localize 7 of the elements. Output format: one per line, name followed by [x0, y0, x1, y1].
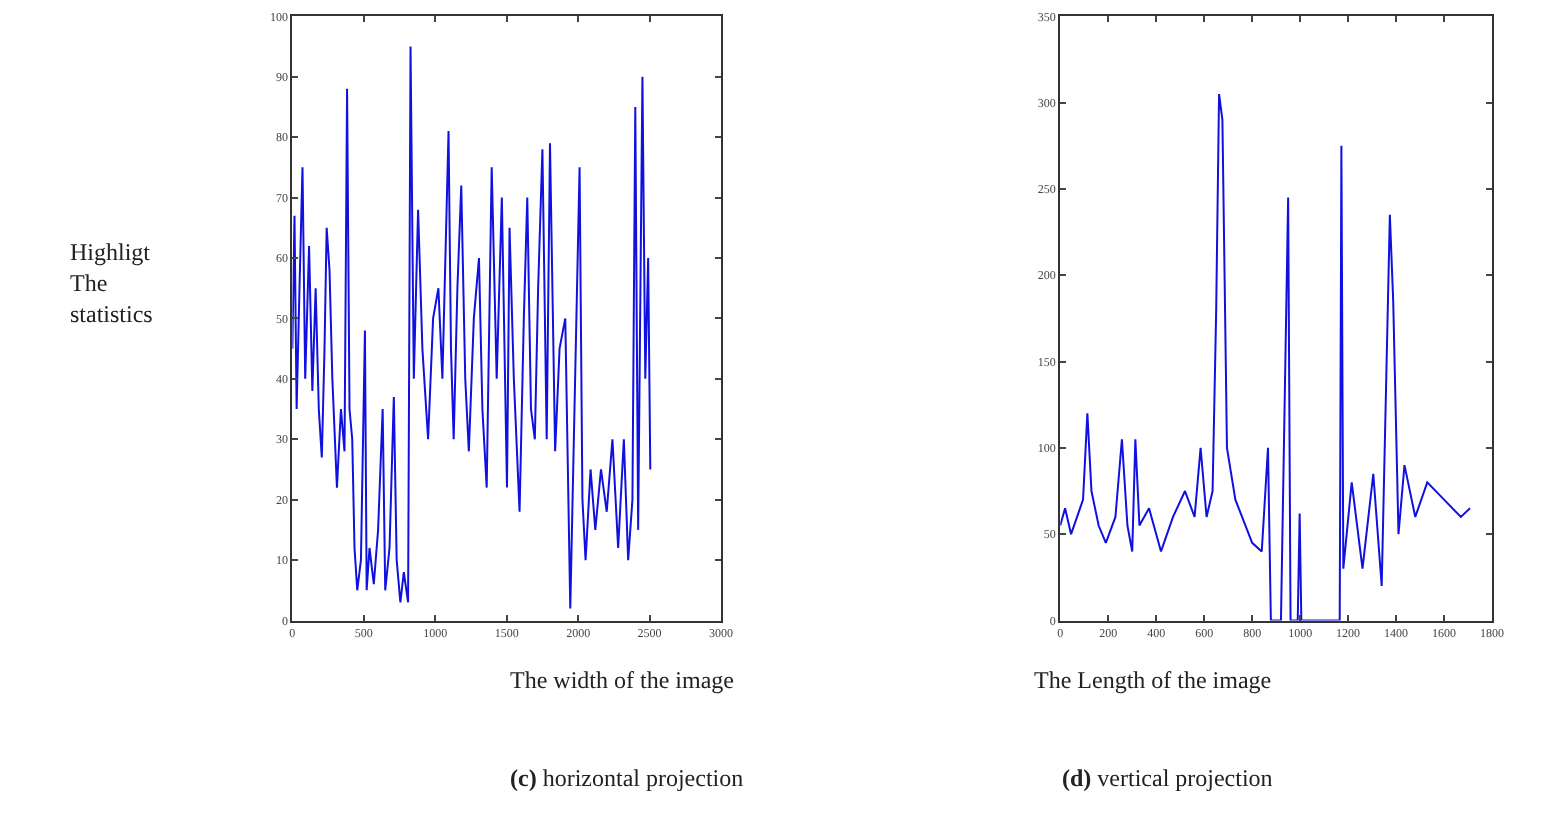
- line-series: [1060, 93, 1471, 621]
- x-axis-title: The width of the image: [510, 666, 734, 694]
- text: (d) vertical projection: [1062, 764, 1273, 792]
- text: (c) horizontal projection: [510, 764, 744, 792]
- line-series: [292, 45, 652, 610]
- x-axis-title: The Length of the image: [1034, 666, 1272, 694]
- y-axis-title: Highligt The statistics: [70, 238, 154, 329]
